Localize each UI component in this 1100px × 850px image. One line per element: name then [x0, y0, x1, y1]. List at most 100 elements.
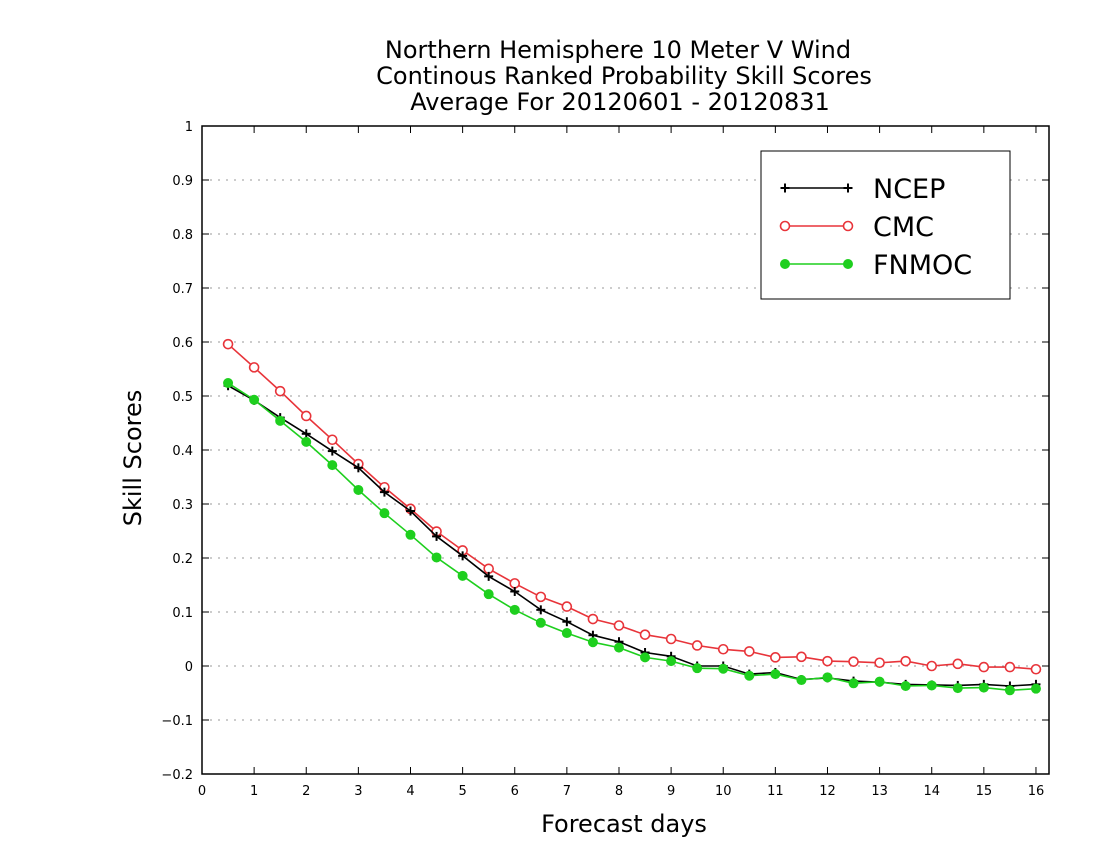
data-point: [353, 463, 363, 473]
x-tick-label: 3: [354, 784, 362, 799]
data-point: [510, 586, 520, 596]
data-point: [770, 652, 781, 663]
data-point: [379, 487, 389, 497]
data-point: [536, 605, 546, 615]
data-point: [692, 663, 703, 674]
legend-box: [760, 150, 1011, 300]
x-tick-label: 12: [819, 784, 836, 799]
data-point: [640, 652, 651, 663]
data-point: [353, 484, 364, 495]
data-point: [874, 657, 885, 669]
data-point: [665, 633, 677, 645]
data-point: [327, 434, 338, 446]
data-point: [222, 338, 234, 350]
data-point: [249, 394, 260, 405]
data-point: [926, 660, 938, 672]
data-point: [843, 259, 853, 269]
data-point: [457, 570, 468, 581]
data-point: [822, 655, 833, 667]
legend: NCEP CMC FNMOC: [760, 150, 1011, 300]
series-ncep: [223, 381, 1041, 691]
legend-label-cmc: CMC: [873, 212, 934, 243]
data-point: [613, 642, 624, 653]
y-tick-label: 0.5: [172, 390, 193, 405]
data-point: [300, 410, 312, 422]
legend-item-ncep: NCEP: [780, 174, 945, 205]
x-tick-label: 16: [1028, 784, 1045, 799]
y-tick-label: 0.9: [172, 174, 193, 189]
data-point: [874, 676, 885, 687]
data-point: [1004, 661, 1016, 673]
data-point: [431, 552, 442, 563]
x-tick-label: 0: [198, 784, 206, 799]
data-point: [978, 682, 989, 693]
y-tick-label: −0.2: [161, 768, 193, 783]
data-point: [379, 508, 390, 519]
data-point: [717, 643, 729, 655]
y-tick-label: 0.1: [172, 606, 193, 621]
y-tick-label: −0.1: [161, 714, 193, 729]
y-tick-label: 0.2: [172, 552, 193, 567]
x-tick-label: 2: [302, 784, 310, 799]
data-point: [587, 637, 598, 648]
y-tick-label: 0.4: [172, 444, 193, 459]
x-tick-label: 13: [871, 784, 888, 799]
data-point: [587, 613, 599, 625]
data-point: [666, 656, 677, 667]
data-point: [561, 628, 572, 639]
y-tick-label: 0.3: [172, 498, 193, 513]
data-point: [327, 446, 337, 456]
data-point: [483, 589, 494, 600]
series-cmc: [222, 338, 1042, 675]
series-line-ncep: [227, 385, 1037, 687]
data-point: [509, 604, 520, 615]
data-point: [796, 651, 807, 663]
data-point: [842, 220, 854, 232]
x-axis-label: Forecast days: [541, 810, 707, 838]
y-axis-label: Skill Scores: [119, 390, 147, 527]
data-point: [900, 655, 911, 667]
x-tick-label: 6: [511, 784, 519, 799]
data-point: [796, 675, 807, 686]
axis-ticks: −0.2 −0.1 0 0.1 0.2 0.3 0.4 0.5 0.6 0.7 0.8 0.9 10 1 2…: [161, 120, 1049, 799]
data-point: [822, 672, 833, 683]
legend-label-ncep: NCEP: [873, 174, 945, 205]
data-point: [562, 617, 572, 627]
data-point: [275, 415, 286, 426]
data-point: [780, 259, 790, 269]
data-point: [744, 670, 755, 681]
chart-title-line-2: Continous Ranked Probability Skill Score…: [376, 62, 872, 90]
x-tick-label: 5: [458, 784, 466, 799]
series-line-cmc: [227, 343, 1037, 670]
data-point: [405, 529, 416, 540]
series-fnmoc: [223, 378, 1041, 696]
data-point: [458, 551, 468, 561]
data-point: [405, 506, 415, 516]
data-point: [779, 220, 791, 232]
legend-label-fnmoc: FNMOC: [873, 250, 972, 281]
series-layer: [222, 338, 1042, 696]
data-point: [639, 629, 651, 640]
x-tick-label: 7: [563, 784, 571, 799]
data-point: [432, 531, 442, 541]
y-tick-label: 0: [185, 660, 193, 675]
legend-item-fnmoc: FNMOC: [780, 250, 972, 281]
data-point: [926, 680, 937, 691]
data-point: [848, 656, 859, 667]
data-point: [248, 362, 260, 373]
data-point: [301, 436, 312, 447]
data-point: [484, 571, 494, 581]
data-point: [509, 578, 521, 589]
x-tick-label: 9: [667, 784, 675, 799]
data-point: [274, 385, 286, 397]
plot-area-frame: [201, 125, 1050, 775]
data-point: [1030, 663, 1042, 675]
x-tick-label: 4: [406, 784, 414, 799]
x-tick-label: 10: [715, 784, 732, 799]
y-tick-label: 0.8: [172, 228, 193, 243]
y-tick-label: 0.7: [172, 282, 193, 297]
data-point: [613, 620, 625, 631]
data-point: [327, 460, 338, 471]
y-tick-label: 0.6: [172, 336, 193, 351]
